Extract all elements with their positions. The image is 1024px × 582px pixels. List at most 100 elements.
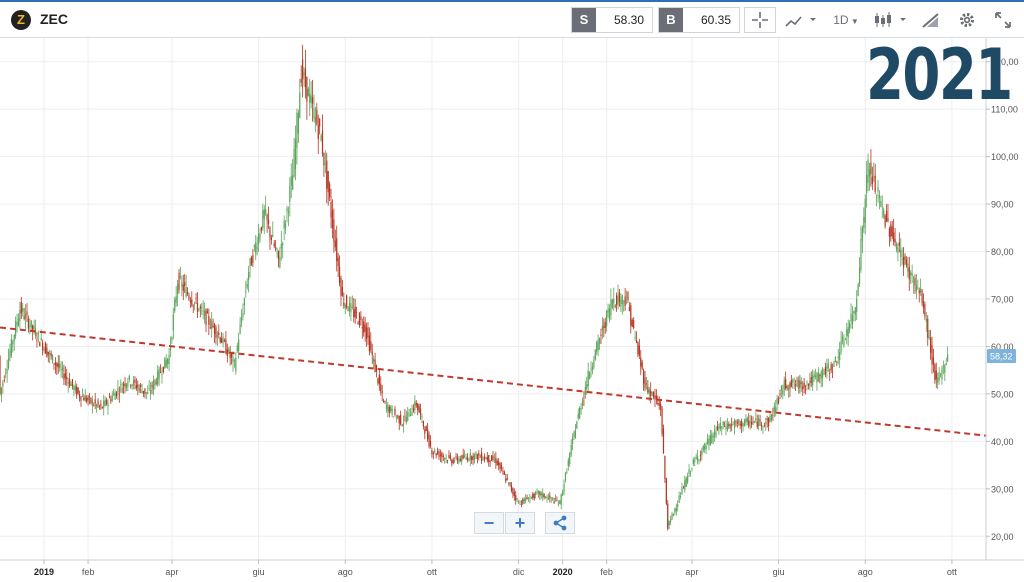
y-axis: 20,00 30,00 40,00 50,00 60,00 70,00 80,00 90,00… (985, 38, 1024, 560)
candle-body (198, 308, 200, 311)
candle-body (914, 277, 916, 286)
timeframe-button[interactable]: 1D ▼ (828, 7, 864, 33)
drawing-tools-button[interactable] (916, 7, 946, 33)
candle-body (66, 376, 68, 380)
candle-body (374, 359, 376, 373)
candle-body (232, 357, 234, 363)
candle-body (688, 469, 690, 474)
candle-body (199, 306, 201, 309)
candle-body (424, 429, 426, 434)
candle-body (6, 368, 8, 374)
candle-body (523, 498, 525, 502)
candle-body (837, 357, 839, 359)
candle-body (319, 119, 321, 127)
candle-body (546, 496, 548, 499)
candle-body (357, 322, 359, 325)
candle-body (782, 390, 784, 395)
zoom-out-button[interactable]: − (474, 512, 504, 534)
crosshair-button[interactable] (744, 7, 776, 33)
sell-button[interactable]: S 58.30 (571, 7, 653, 33)
candle-body (155, 382, 157, 384)
candle-body (34, 329, 37, 337)
candle-body (27, 319, 30, 329)
x-tick-label: feb (600, 567, 613, 577)
timeframe-label: 1D (833, 13, 849, 27)
candle-body (810, 376, 812, 383)
candle-body (101, 407, 103, 408)
candle-body (317, 125, 319, 140)
buy-button[interactable]: B 60.35 (658, 7, 740, 33)
candle-body (348, 302, 351, 311)
candles-button[interactable] (870, 7, 910, 33)
candle-body (280, 244, 282, 249)
share-button[interactable] (545, 512, 575, 534)
candle-body (387, 404, 389, 412)
candle-body (405, 416, 407, 424)
candle-body (115, 391, 118, 396)
candle-body (289, 186, 291, 202)
candle-body (725, 427, 727, 430)
candle-body (248, 271, 250, 281)
candle-body (793, 384, 795, 386)
candle-body (698, 459, 700, 460)
candle-body (83, 397, 85, 401)
x-tick-label: ott (427, 567, 438, 577)
candle-body (297, 112, 299, 134)
candle-body (314, 116, 317, 123)
toolbar: Z ZEC S 58.30 B 60.35 1D ▼ (0, 0, 1024, 38)
candle-body (275, 247, 277, 249)
candle-body (927, 318, 929, 339)
candle-body (195, 297, 197, 299)
candle-body (620, 299, 622, 307)
zoom-in-button[interactable]: + (505, 512, 535, 534)
y-tick-label: 50,00 (991, 389, 1014, 399)
candle-body (532, 493, 534, 498)
candle-body (459, 458, 461, 461)
candle-body (728, 423, 730, 427)
candle-body (722, 421, 724, 426)
candle-body (61, 367, 64, 371)
candle-body (898, 242, 900, 246)
candle-body (458, 459, 460, 463)
candle-body (287, 210, 290, 213)
candle-body (885, 210, 888, 222)
candle-body (142, 390, 145, 394)
candle-body (273, 243, 275, 247)
candle-body (777, 398, 780, 403)
candle-body (711, 433, 713, 444)
candle-body (652, 392, 655, 398)
candle-body (500, 465, 503, 469)
candle-body (93, 405, 95, 406)
candle-body (171, 337, 173, 341)
candle-body (310, 95, 312, 104)
chevron-down-icon: ▼ (848, 17, 859, 26)
candle-body (617, 296, 619, 306)
candle-body (922, 301, 925, 308)
fullscreen-button[interactable] (988, 7, 1018, 33)
candle-body (841, 336, 844, 341)
candle-body (864, 198, 866, 223)
candle-body (0, 387, 3, 395)
candle-body (675, 507, 677, 512)
candle-body (830, 364, 832, 371)
candle-body (694, 460, 696, 462)
candle-body (718, 426, 720, 429)
candle-body (96, 404, 98, 407)
candle-body (726, 423, 729, 430)
candle-body (418, 405, 420, 413)
candle-body (681, 487, 683, 495)
candle-body (43, 348, 45, 351)
candle-body (236, 345, 238, 352)
candle-body (679, 496, 682, 498)
candle-body (401, 425, 403, 426)
candle-body (157, 370, 159, 385)
candle-body (78, 394, 81, 398)
candle-body (743, 419, 746, 426)
candle-body (286, 207, 288, 212)
candle-body (935, 370, 937, 380)
chart-type-button[interactable] (782, 7, 820, 33)
candle-body (284, 223, 287, 228)
candle-body (97, 400, 99, 406)
settings-button[interactable] (952, 7, 982, 33)
